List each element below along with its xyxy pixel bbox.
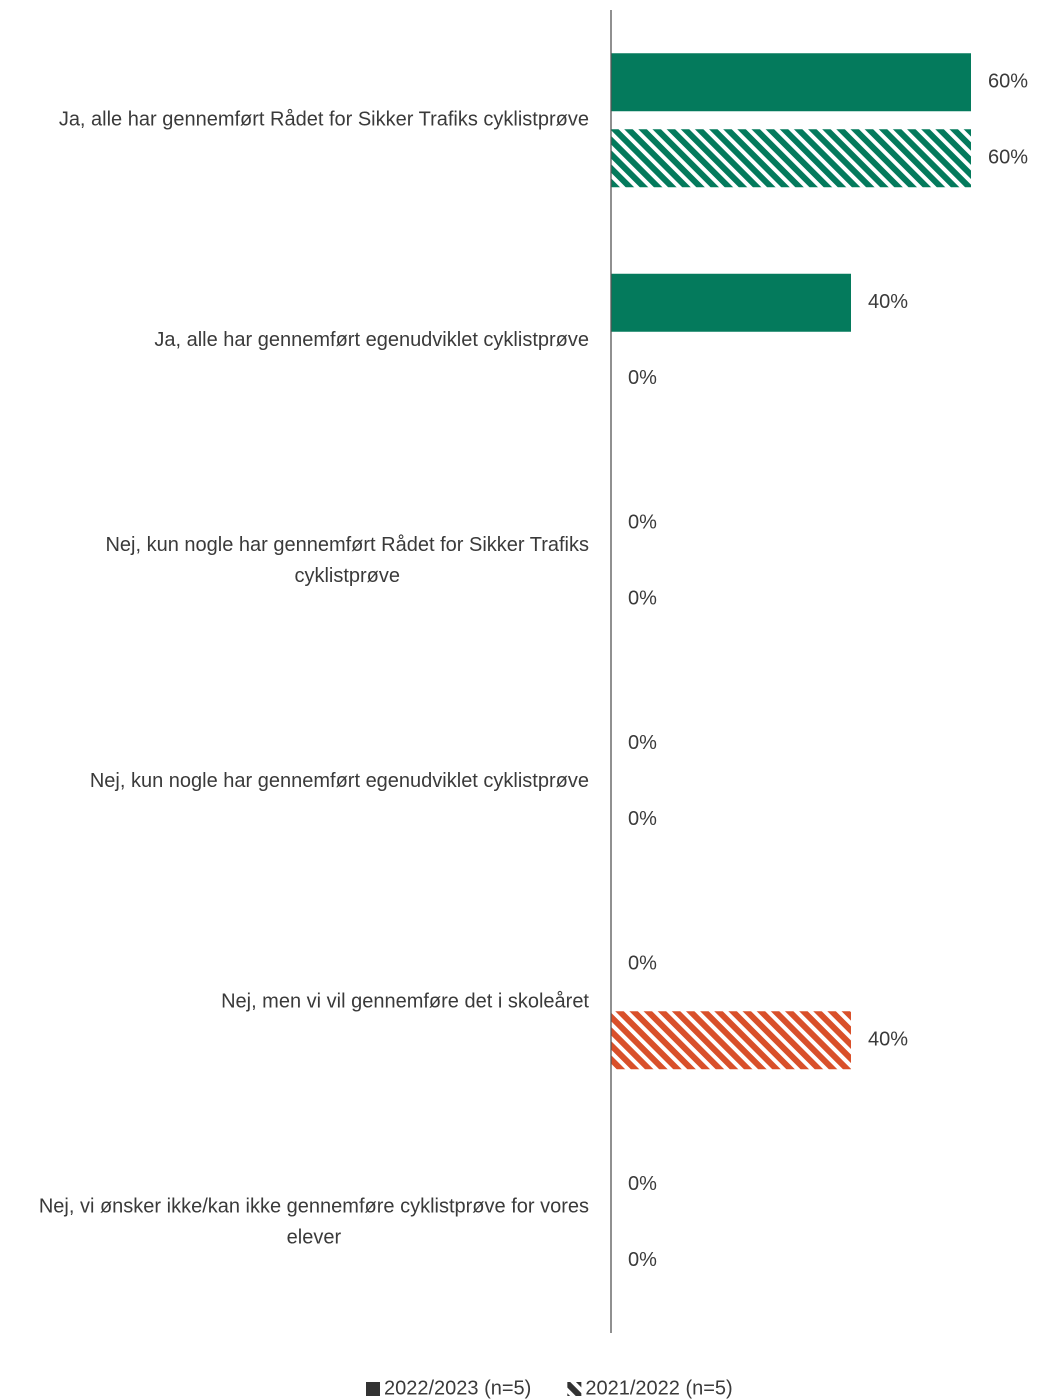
legend-swatch [567,1382,582,1396]
category-label: Nej, vi ønsker ikke/kan ikke gennemføre … [39,1196,589,1249]
category-label: Nej, kun nogle har gennemført Rådet for … [105,534,589,587]
value-label: 0% [628,588,657,610]
bar [611,273,851,332]
category-label: Nej, kun nogle har gennemført egenudvikl… [90,770,589,792]
value-label: 60% [988,147,1028,169]
value-label: 0% [628,953,657,975]
bar [611,129,971,188]
category-label: Ja, alle har gennemført Rådet for Sikker… [59,109,589,131]
value-label: 0% [628,512,657,534]
value-label: 0% [628,1173,657,1195]
category-label: Ja, alle har gennemført egenudviklet cyk… [154,329,589,351]
value-label: 0% [628,1249,657,1271]
bar [611,1011,851,1070]
legend-label: 2022/2023 (n=5) [384,1377,531,1399]
value-label: 0% [628,808,657,830]
value-label: 40% [868,291,908,313]
category-label: Nej, men vi vil gennemføre det i skoleår… [221,991,589,1013]
value-label: 0% [628,367,657,389]
value-label: 40% [868,1029,908,1051]
value-label: 0% [628,732,657,754]
bar [611,53,971,112]
legend-label: 2021/2022 (n=5) [585,1377,732,1399]
legend-swatch [366,1382,380,1396]
value-label: 60% [988,71,1028,93]
